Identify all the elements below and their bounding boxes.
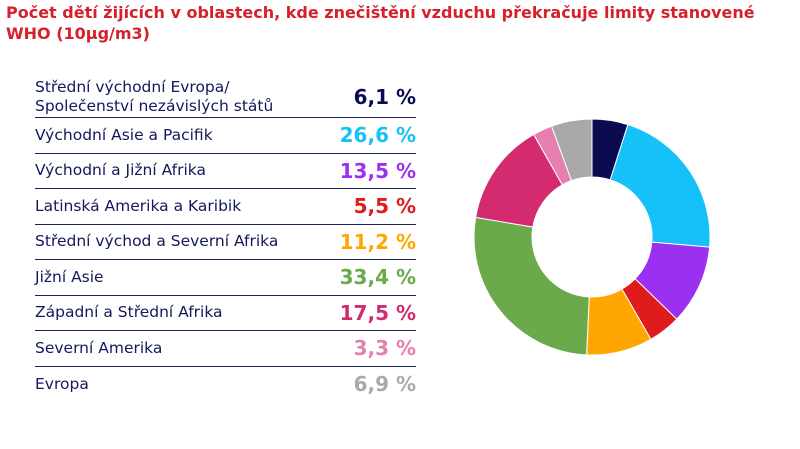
legend-row: Severní Amerika 3,3 % <box>35 331 416 367</box>
value-label: 3,3 % <box>353 336 416 361</box>
value-label: 6,9 % <box>353 372 416 397</box>
legend-label: Východní a Jižní Afrika <box>35 161 206 180</box>
legend-row: Latinská Amerika a Karibik 5,5 % <box>35 189 416 225</box>
donut-slice <box>473 216 590 356</box>
legend-label: Severní Amerika <box>35 338 163 357</box>
legend-label: Jižní Asie <box>35 267 104 286</box>
legend-label: Střední východ a Severní Afrika <box>35 232 279 251</box>
chart-title: Počet dětí žijících v oblastech, kde zne… <box>6 3 755 43</box>
legend-table: Střední východní Evropa/ Společenství ne… <box>35 76 416 402</box>
legend-row: Jižní Asie 33,4 % <box>35 260 416 296</box>
legend-label: Střední východní Evropa/ Společenství ne… <box>35 77 274 115</box>
value-label: 13,5 % <box>339 158 416 183</box>
legend-row: Západní a Střední Afrika 17,5 % <box>35 296 416 331</box>
value-label: 6,1 % <box>353 84 416 109</box>
value-label: 17,5 % <box>339 300 416 325</box>
legend-label: Východní Asie a Pacifik <box>35 125 213 144</box>
legend-row: Střední východ a Severní Afrika 11,2 % <box>35 225 416 260</box>
legend-row: Východní a Jižní Afrika 13,5 % <box>35 154 416 189</box>
donut-chart <box>473 118 711 356</box>
value-label: 33,4 % <box>339 265 416 290</box>
value-label: 11,2 % <box>339 229 416 254</box>
legend-label: Latinská Amerika a Karibik <box>35 196 242 215</box>
legend-label: Západní a Střední Afrika <box>35 303 223 322</box>
legend-label: Evropa <box>35 374 89 393</box>
donut-slice <box>609 123 711 248</box>
legend-row: Východní Asie a Pacifik 26,6 % <box>35 118 416 154</box>
value-label: 5,5 % <box>353 194 416 219</box>
value-label: 26,6 % <box>339 123 416 148</box>
legend-row: Střední východní Evropa/ Společenství ne… <box>35 76 416 118</box>
legend-row: Evropa 6,9 % <box>35 367 416 403</box>
donut-slice <box>550 118 593 182</box>
